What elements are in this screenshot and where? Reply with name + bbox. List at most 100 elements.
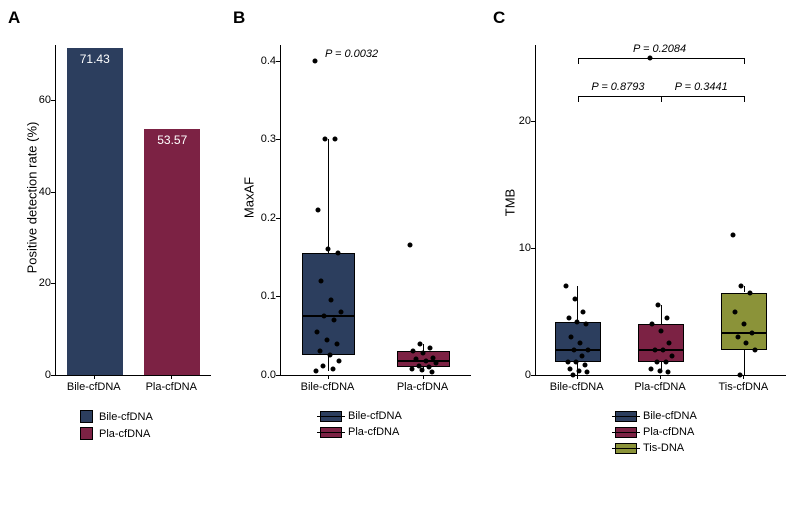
ytick-label: 20 xyxy=(39,277,51,289)
legend-swatch xyxy=(615,443,637,454)
xtick-mark xyxy=(743,375,744,379)
data-point xyxy=(663,360,668,365)
data-point xyxy=(565,360,570,365)
significance-tick xyxy=(744,58,745,64)
data-point xyxy=(337,358,342,363)
data-point xyxy=(322,314,327,319)
data-point xyxy=(323,137,328,142)
data-point xyxy=(658,328,663,333)
ytick-label: 0.1 xyxy=(261,290,276,302)
significance-tick xyxy=(744,96,745,102)
ytick-label: 0.4 xyxy=(261,55,276,67)
legend-item: Bile-cfDNA xyxy=(320,410,402,422)
data-point xyxy=(318,349,323,354)
panel-a-xticks: Bile-cfDNAPla-cfDNA xyxy=(55,375,210,395)
data-point xyxy=(410,366,415,371)
data-point xyxy=(664,315,669,320)
significance-bar xyxy=(578,58,745,60)
ytick-label: 0.0 xyxy=(261,369,276,381)
ytick-mark xyxy=(531,121,535,122)
data-point xyxy=(747,290,752,295)
data-point xyxy=(656,303,661,308)
legend-swatch xyxy=(320,427,342,438)
bar xyxy=(67,48,123,375)
xtick-mark xyxy=(328,375,329,379)
data-point xyxy=(316,208,321,213)
xtick-label: Pla-cfDNA xyxy=(634,381,685,393)
data-point xyxy=(667,341,672,346)
ytick-mark xyxy=(531,248,535,249)
significance-label: P = 0.2084 xyxy=(633,43,686,55)
panel-a-plot: 71.4353.57 xyxy=(55,45,211,376)
ytick-label: 40 xyxy=(39,186,51,198)
legend-item: Pla-cfDNA xyxy=(615,426,697,438)
data-point xyxy=(420,351,425,356)
data-point xyxy=(568,366,573,371)
ytick-label: 0.3 xyxy=(261,133,276,145)
bar xyxy=(144,129,200,375)
median-line xyxy=(721,332,767,334)
legend-label: Pla-cfDNA xyxy=(348,426,399,438)
xtick-label: Bile-cfDNA xyxy=(550,381,604,393)
xtick-label: Bile-cfDNA xyxy=(301,381,355,393)
data-point xyxy=(744,341,749,346)
panel-c-xticks: Bile-cfDNAPla-cfDNATis-cfDNA xyxy=(535,375,785,395)
data-point xyxy=(580,353,585,358)
ytick-mark xyxy=(276,139,280,140)
figure: A Positive detection rate (%) 71.4353.57… xyxy=(0,0,796,510)
significance-tick xyxy=(661,96,662,102)
data-point xyxy=(338,310,343,315)
legend-label: Pla-cfDNA xyxy=(99,428,150,440)
data-point xyxy=(330,366,335,371)
significance-tick xyxy=(578,96,579,102)
data-point xyxy=(332,137,337,142)
data-point xyxy=(566,315,571,320)
legend-item: Bile-cfDNA xyxy=(615,410,697,422)
data-point xyxy=(575,319,580,324)
data-point xyxy=(331,318,336,323)
data-point xyxy=(581,309,586,314)
data-point xyxy=(315,329,320,334)
legend-label: Bile-cfDNA xyxy=(348,410,402,422)
data-point xyxy=(423,358,428,363)
panel-b-xticks: Bile-cfDNA Pla-cfDNA xyxy=(280,375,470,395)
legend-swatch xyxy=(615,411,637,422)
significance-bar xyxy=(578,96,661,98)
ytick-mark xyxy=(51,283,55,284)
legend-label: Bile-cfDNA xyxy=(643,410,697,422)
data-point xyxy=(433,361,438,366)
data-point xyxy=(408,243,413,248)
data-point xyxy=(739,284,744,289)
data-point xyxy=(325,247,330,252)
legend-item: Pla-cfDNA xyxy=(80,427,153,440)
legend-swatch xyxy=(320,411,342,422)
legend-swatch xyxy=(80,410,93,423)
data-point xyxy=(321,363,326,368)
ytick-label: 0.2 xyxy=(261,212,276,224)
xtick-mark xyxy=(423,375,424,379)
data-point xyxy=(649,366,654,371)
data-point xyxy=(314,369,319,374)
data-point xyxy=(328,298,333,303)
panel-c-label: C xyxy=(493,8,505,28)
xtick-label: Pla-cfDNA xyxy=(397,381,448,393)
panel-c-plot: P = 0.8793P = 0.3441P = 0.2084 xyxy=(535,45,786,376)
data-point xyxy=(324,337,329,342)
ytick-label: 10 xyxy=(519,242,531,254)
ytick-mark xyxy=(276,296,280,297)
panel-c-legend: Bile-cfDNA Pla-cfDNA Tis-DNA xyxy=(615,410,697,458)
legend-label: Bile-cfDNA xyxy=(99,411,153,423)
data-point xyxy=(429,369,434,374)
data-point xyxy=(572,296,577,301)
data-point xyxy=(669,353,674,358)
panel-a: A Positive detection rate (%) 71.4353.57… xyxy=(0,0,225,510)
bar-label: 71.43 xyxy=(80,52,110,66)
ytick-mark xyxy=(51,192,55,193)
whisker xyxy=(744,350,745,375)
panel-b-legend: Bile-cfDNA Pla-cfDNA xyxy=(320,410,402,442)
data-point xyxy=(574,360,579,365)
data-point xyxy=(419,368,424,373)
legend-swatch xyxy=(615,427,637,438)
legend-label: Tis-DNA xyxy=(643,442,684,454)
data-point xyxy=(752,347,757,352)
